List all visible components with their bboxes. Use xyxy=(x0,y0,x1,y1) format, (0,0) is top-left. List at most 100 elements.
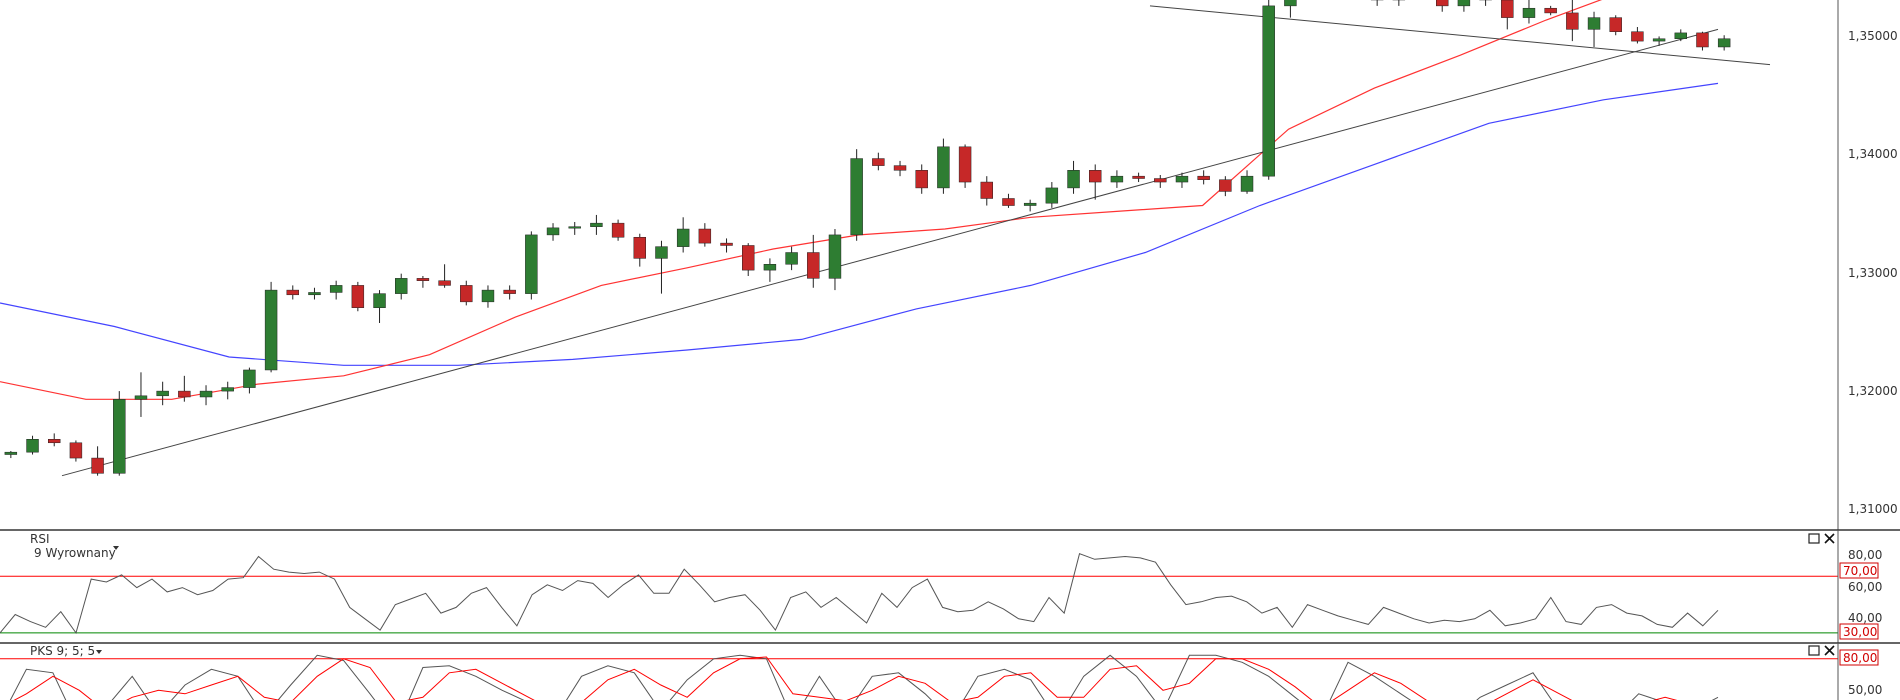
candle-body xyxy=(264,289,278,371)
candle-body xyxy=(395,278,408,294)
stochastic-panel: PKS 9; 5; 5 80,00 50,00 xyxy=(0,643,1882,700)
candle-body xyxy=(308,292,321,296)
candle-body xyxy=(720,242,733,246)
rsi-settings-dropdown-icon[interactable] xyxy=(113,546,119,550)
candle-body xyxy=(134,395,148,400)
rsi-level-70-tag-bg xyxy=(1839,562,1879,579)
stochastic-level-80-tag-bg xyxy=(1839,649,1879,666)
candle-body xyxy=(221,387,234,392)
candle-body xyxy=(1023,202,1037,206)
trend-lines xyxy=(61,5,1771,477)
candle-body xyxy=(1674,32,1687,40)
candle-body xyxy=(156,390,169,397)
rsi-close-icon[interactable] xyxy=(1824,533,1835,544)
candle-body xyxy=(1045,187,1059,204)
candle-body xyxy=(460,285,473,303)
candle-body xyxy=(893,165,907,171)
candle-body xyxy=(1089,170,1102,183)
candle-body xyxy=(1219,179,1232,192)
stochastic-k-line xyxy=(9,654,1719,700)
candle-body xyxy=(243,369,256,388)
candle-body xyxy=(785,252,798,265)
candle-body xyxy=(1110,175,1124,183)
candle-body xyxy=(1717,38,1731,48)
price-tick-label: 1,33000 xyxy=(1848,266,1898,280)
price-tick-label: 1,31000 xyxy=(1848,502,1898,516)
candle-body xyxy=(178,390,191,398)
stochastic-close-icon[interactable] xyxy=(1824,645,1835,656)
rsi-line xyxy=(0,553,1719,635)
candle-body xyxy=(568,226,581,229)
candle-body xyxy=(69,442,83,459)
candle-body xyxy=(937,146,950,189)
candle-body xyxy=(1631,31,1644,42)
candle-body xyxy=(1544,7,1557,14)
rsi-level-30-tag-bg xyxy=(1839,623,1879,640)
candle-body xyxy=(1002,198,1015,206)
candle-body xyxy=(1154,178,1167,183)
price-tick-label: 1,34000 xyxy=(1848,147,1898,161)
candle-body xyxy=(633,236,646,259)
candle-body xyxy=(742,245,755,271)
candle-body xyxy=(1132,175,1145,179)
candle-body xyxy=(503,289,516,294)
candle-body xyxy=(481,289,495,303)
candles xyxy=(4,0,1731,476)
rsi-maximize-icon[interactable] xyxy=(1808,533,1820,544)
candle-body xyxy=(807,252,820,279)
stochastic-d-line xyxy=(13,656,1678,700)
candle-body xyxy=(4,451,18,455)
candle-body xyxy=(373,293,386,308)
candle-body xyxy=(438,280,451,286)
candle-body xyxy=(676,228,690,247)
candle-body xyxy=(1175,175,1189,183)
price-tick-label: 1,35000 xyxy=(1848,29,1898,43)
candle-body xyxy=(525,234,538,294)
price-axis: 1,35000 1,34000 1,33000 1,32000 1,31000 xyxy=(1848,29,1898,516)
ma-blue-line xyxy=(0,82,1719,366)
candle-body xyxy=(1587,17,1601,30)
rsi-level-30-tag: 30,00 xyxy=(1843,625,1877,639)
stochastic-lines xyxy=(9,654,1719,700)
candle-body xyxy=(590,222,603,227)
stochastic-settings-dropdown-icon[interactable] xyxy=(96,650,102,654)
rsi-series-line xyxy=(0,553,1719,635)
candle-body xyxy=(1522,7,1536,18)
rsi-panel: RSI 9 Wyrownany 80,00 70,00 60,00 40,00 … xyxy=(0,530,1882,643)
candle-body xyxy=(1197,175,1210,180)
candle-body xyxy=(655,246,668,259)
rsi-title: RSI xyxy=(30,532,50,546)
candle-body xyxy=(763,264,777,271)
candle-body xyxy=(416,278,430,281)
trend-line xyxy=(1149,5,1771,66)
candle-body xyxy=(329,285,343,293)
trend-line xyxy=(61,28,1719,477)
stochastic-tick-label: 50,00 xyxy=(1848,683,1882,697)
candle-body xyxy=(980,181,993,199)
candle-body xyxy=(1609,17,1622,32)
price-panel: 1,35000 1,34000 1,33000 1,32000 1,31000 xyxy=(0,0,1898,530)
candle-body xyxy=(91,457,104,474)
candle-body xyxy=(1262,5,1275,177)
candle-body xyxy=(1240,175,1254,192)
candle-body xyxy=(1696,32,1709,48)
candle-body xyxy=(48,439,61,444)
candle-body xyxy=(872,158,885,166)
candle-body xyxy=(1457,0,1471,7)
candle-body xyxy=(1566,12,1579,30)
candle-body xyxy=(351,285,365,308)
stochastic-level-80-tag: 80,00 xyxy=(1843,651,1877,665)
stochastic-maximize-icon[interactable] xyxy=(1808,645,1820,656)
candle-body xyxy=(1501,0,1514,18)
candle-body xyxy=(546,227,560,236)
candle-body xyxy=(1284,0,1297,7)
rsi-level-70-tag: 70,00 xyxy=(1843,564,1877,578)
candle-body xyxy=(1436,0,1449,7)
candle-body xyxy=(26,439,39,453)
candle-body xyxy=(113,399,126,474)
candle-body xyxy=(958,146,972,183)
moving-average-blue xyxy=(0,82,1719,366)
rsi-tick-label: 40,00 xyxy=(1848,611,1882,625)
rsi-tick-label: 80,00 xyxy=(1848,548,1882,562)
